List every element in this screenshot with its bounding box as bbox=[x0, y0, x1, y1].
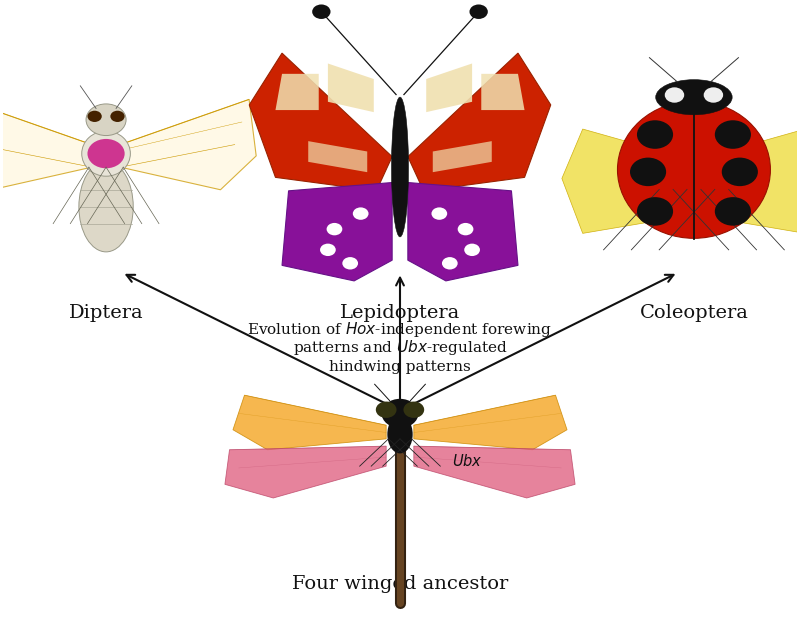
Polygon shape bbox=[328, 63, 374, 112]
Polygon shape bbox=[482, 74, 525, 110]
Circle shape bbox=[431, 208, 447, 220]
Circle shape bbox=[442, 257, 458, 270]
Text: Evolution of $\mathit{Hox}$-independent forewing: Evolution of $\mathit{Hox}$-independent … bbox=[247, 320, 553, 339]
Polygon shape bbox=[0, 99, 92, 190]
Polygon shape bbox=[708, 129, 800, 234]
Polygon shape bbox=[414, 446, 575, 498]
Polygon shape bbox=[426, 63, 472, 112]
Polygon shape bbox=[308, 141, 367, 172]
Circle shape bbox=[464, 244, 480, 256]
Circle shape bbox=[87, 139, 125, 168]
Circle shape bbox=[470, 4, 488, 19]
Circle shape bbox=[353, 208, 369, 220]
Text: Coleoptera: Coleoptera bbox=[639, 304, 748, 322]
Circle shape bbox=[722, 158, 758, 186]
Text: Four winged ancestor: Four winged ancestor bbox=[292, 575, 508, 592]
Circle shape bbox=[403, 401, 424, 418]
Ellipse shape bbox=[387, 415, 413, 453]
Ellipse shape bbox=[618, 101, 770, 238]
Circle shape bbox=[665, 87, 684, 103]
Circle shape bbox=[110, 111, 125, 122]
Polygon shape bbox=[120, 99, 256, 190]
Ellipse shape bbox=[656, 80, 732, 115]
Ellipse shape bbox=[391, 97, 409, 237]
Polygon shape bbox=[408, 53, 550, 191]
Circle shape bbox=[382, 399, 418, 428]
Polygon shape bbox=[408, 182, 518, 281]
Polygon shape bbox=[433, 141, 492, 172]
Circle shape bbox=[326, 223, 342, 235]
Circle shape bbox=[342, 257, 358, 270]
Ellipse shape bbox=[79, 161, 134, 252]
Polygon shape bbox=[562, 129, 680, 234]
Polygon shape bbox=[250, 53, 392, 191]
Polygon shape bbox=[225, 446, 386, 498]
Circle shape bbox=[320, 244, 336, 256]
Circle shape bbox=[376, 401, 397, 418]
Circle shape bbox=[637, 197, 673, 226]
Polygon shape bbox=[282, 182, 392, 281]
Text: patterns and $\mathit{Ubx}$-regulated: patterns and $\mathit{Ubx}$-regulated bbox=[293, 339, 507, 358]
Text: hindwing patterns: hindwing patterns bbox=[329, 360, 471, 373]
Ellipse shape bbox=[82, 131, 130, 176]
Circle shape bbox=[458, 223, 474, 235]
Polygon shape bbox=[233, 395, 386, 450]
Circle shape bbox=[714, 120, 751, 149]
Text: Lepidoptera: Lepidoptera bbox=[340, 304, 460, 322]
Text: Diptera: Diptera bbox=[69, 304, 143, 322]
Polygon shape bbox=[414, 395, 567, 450]
Circle shape bbox=[714, 197, 751, 226]
Circle shape bbox=[630, 158, 666, 186]
Circle shape bbox=[312, 4, 330, 19]
Circle shape bbox=[704, 87, 723, 103]
Polygon shape bbox=[275, 74, 318, 110]
Text: $\mathit{Ubx}$: $\mathit{Ubx}$ bbox=[452, 453, 482, 469]
Circle shape bbox=[86, 104, 126, 135]
Circle shape bbox=[87, 111, 102, 122]
Circle shape bbox=[637, 120, 673, 149]
